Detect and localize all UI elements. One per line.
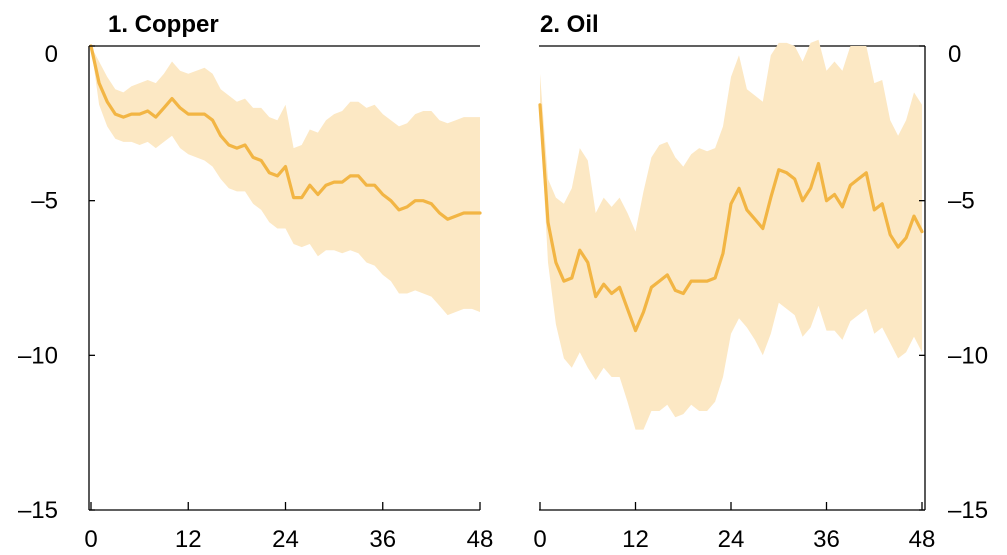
oil-x-tick-label: 0	[533, 526, 546, 553]
oil-y-ticks: 0 –5 –10 –15	[919, 41, 988, 524]
copper-y-tick-label: 0	[45, 41, 58, 68]
oil-x-tick-label: 36	[813, 526, 840, 553]
copper-panel: 1. Copper 0 –5 –10 –15 0 12 24 36 48	[18, 11, 493, 553]
oil-y-tick-label: –10	[948, 342, 988, 369]
oil-y-tick-label: –15	[948, 497, 988, 524]
copper-x-tick-label: 0	[84, 526, 97, 553]
oil-panel: 2. Oil 0 –5 –10 –15 0 12 24 36 48	[533, 11, 988, 553]
copper-panel-title: 1. Copper	[108, 11, 219, 38]
oil-y-tick-label: –5	[948, 188, 975, 215]
oil-x-ticks: 0 12 24 36 48	[533, 502, 935, 553]
copper-x-tick-label: 24	[272, 526, 299, 553]
oil-y-tick-label: 0	[948, 41, 961, 68]
copper-y-tick-label: –10	[18, 342, 58, 369]
oil-response-line	[538, 103, 924, 333]
copper-y-tick-label: –5	[31, 188, 58, 215]
copper-x-tick-label: 36	[369, 526, 396, 553]
copper-y-ticks: 0 –5 –10 –15	[18, 41, 95, 524]
copper-confidence-band	[91, 46, 480, 316]
copper-x-ticks: 0 12 24 36 48	[84, 502, 493, 553]
copper-x-tick-label: 12	[175, 526, 202, 553]
oil-panel-title: 2. Oil	[540, 11, 599, 38]
oil-x-tick-label: 12	[622, 526, 649, 553]
copper-y-tick-label: –15	[18, 497, 58, 524]
copper-x-tick-label: 48	[467, 526, 494, 553]
oil-x-tick-label: 24	[718, 526, 745, 553]
copper-response-line	[89, 44, 482, 221]
oil-x-tick-label: 48	[909, 526, 936, 553]
oil-confidence-band	[540, 39, 922, 430]
